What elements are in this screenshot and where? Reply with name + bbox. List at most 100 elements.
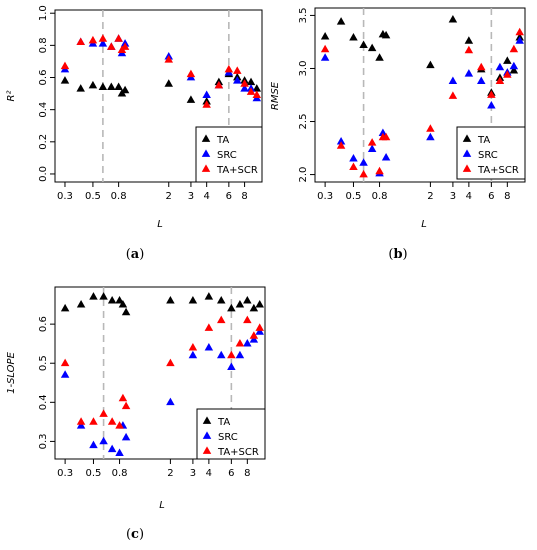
data-point-ta-plus-scr-8 [166,358,175,367]
data-point-src-12 [487,100,496,109]
x-tick-label: 2 [167,468,173,479]
x-tick-label: 0.8 [372,191,388,202]
legend-label: TA+SCR [477,165,519,176]
x-tick-label: 0.5 [346,191,362,202]
x-tick-label: 6 [226,191,232,202]
plot-frame [54,286,266,460]
data-point-src-11 [216,350,226,359]
data-point-ta-plus-scr-9 [186,69,196,78]
x-tick-label: 8 [504,191,510,202]
data-point-src-13 [235,350,245,359]
legend-label: SRC [478,150,498,161]
y-tick-label: 0.6 [38,70,49,86]
data-point-ta-plus-scr-13 [235,339,245,347]
legend-marker-1 [462,149,472,157]
data-point-ta-plus-scr-12 [487,90,496,98]
data-point-ta-plus-scr-14 [243,315,252,324]
data-point-src-15 [249,335,259,343]
x-tick-label: 3 [450,191,456,202]
data-point-ta-9 [186,95,196,103]
legend-label: SRC [218,432,238,443]
data-point-ta-plus-scr-8 [164,55,173,63]
data-point-ta-plus-scr-2 [88,35,98,44]
y-tick-label: 0.5 [38,355,49,371]
data-point-src-7 [121,432,131,441]
data-point-src-14 [243,339,252,347]
data-point-ta-plus-scr-4 [367,138,377,146]
data-point-src-10 [464,69,474,77]
data-point-ta-plus-scr-0 [60,358,70,367]
x-tick-label: 4 [466,191,472,202]
data-point-ta-plus-scr-14 [240,79,249,87]
data-point-src-3 [98,39,108,47]
data-point-src-7 [381,152,391,161]
legend-label: SRC [217,150,237,161]
data-point-ta-11 [216,296,226,304]
data-point-ta-plus-scr-15 [249,331,259,339]
data-point-ta-15 [249,303,259,312]
x-tick-label: 6 [228,468,234,479]
legend-label: TA [217,417,230,428]
data-point-src-3 [359,158,368,166]
data-point-ta-plus-scr-14 [503,70,512,78]
x-tick-label: 0.3 [57,468,73,479]
y-tick-label: 0.6 [38,316,49,332]
data-point-src-9 [188,350,198,359]
y-tick-label: 0.8 [38,37,49,53]
data-point-src-0 [320,53,330,61]
data-point-ta-plus-scr-2 [349,162,358,170]
data-point-ta-2 [89,292,98,300]
data-point-src-12 [227,362,236,370]
legend-label: TA+SCR [217,447,259,458]
data-point-ta-8 [164,79,173,87]
data-point-ta-plus-scr-3 [98,34,108,42]
data-point-ta-8 [426,60,435,69]
data-point-ta-plus-scr-3 [99,409,108,417]
data-point-ta-plus-scr-7 [381,132,391,141]
x-tick-label: 0.8 [112,468,128,479]
x-tick-label: 8 [241,191,247,202]
data-point-ta-7 [381,30,391,39]
y-axis-label: 1-SLOPE [6,351,17,393]
data-point-ta-plus-scr-4 [107,417,117,425]
data-point-src-1 [336,137,346,145]
panel-caption-letter: c [131,527,139,542]
data-point-ta-7 [121,307,131,316]
data-point-ta-4 [107,82,116,91]
y-tick-label: 0.2 [38,134,49,150]
data-point-src-9 [448,76,458,85]
data-point-src-10 [204,342,214,351]
panel-caption-letter: b [393,247,402,262]
data-point-ta-5 [115,296,124,304]
data-point-ta-4 [107,296,117,304]
data-point-ta-plus-scr-12 [227,350,236,359]
data-point-src-10 [202,90,211,99]
y-tick-label: 0.4 [38,394,49,410]
data-point-src-3 [99,436,108,445]
data-point-ta-15 [509,65,519,74]
x-tick-label: 0.3 [57,191,73,202]
x-tick-label: 0.5 [86,468,102,479]
data-point-src-15 [509,61,519,70]
y-axis-label: RMSE [270,81,281,110]
plot-frame [314,7,526,183]
panel-caption: (b) [388,247,407,262]
data-point-src-6 [378,128,388,137]
data-point-ta-plus-scr-7 [120,42,130,50]
data-point-ta-1 [336,17,346,25]
data-point-ta-plus-scr-2 [89,417,98,425]
x-tick-label: 2 [427,191,433,202]
data-point-src-16 [515,36,524,44]
legend-marker-0 [202,416,212,424]
data-point-ta-plus-scr-11 [214,80,224,89]
data-point-src-13 [233,76,242,84]
data-point-ta-plus-scr-16 [252,90,262,99]
data-point-ta-8 [166,296,175,304]
data-point-src-8 [426,132,435,141]
x-tick-label: 4 [203,191,209,202]
y-tick-label: 0.3 [38,433,49,449]
y-tick-label: 2.5 [298,114,309,130]
data-point-src-16 [255,327,264,335]
data-point-ta-plus-scr-15 [509,44,519,53]
